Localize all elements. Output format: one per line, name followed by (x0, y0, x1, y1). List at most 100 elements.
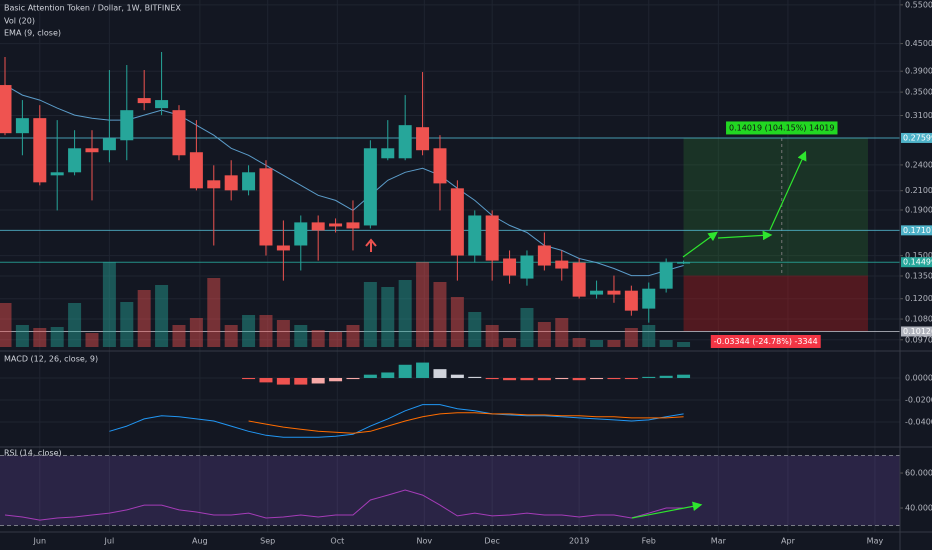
macd-histogram-bar (677, 374, 691, 378)
arrow (631, 501, 703, 519)
y-tick-label: 40.0000 (905, 504, 932, 513)
x-tick-label: Apr (781, 537, 796, 546)
y-tick-label: -0.0200 (905, 395, 932, 404)
volume-bar (15, 325, 29, 347)
macd-histogram-bar (555, 377, 569, 380)
volume-bar (85, 333, 99, 347)
profit-zone (683, 137, 868, 276)
volume-bar (363, 282, 377, 347)
volume-bar (624, 328, 638, 347)
candle-body (68, 148, 82, 173)
volume-bar (294, 325, 308, 347)
volume-bar (381, 287, 395, 347)
label-box (726, 121, 838, 135)
y-tick-label: 0.0000 (905, 373, 932, 382)
candle-body (433, 148, 447, 184)
price-label: 0.17101 (903, 226, 932, 235)
candle-body (450, 188, 464, 256)
volume-bar (450, 297, 464, 347)
macd-histogram-bar (294, 377, 308, 385)
candle-body (329, 223, 343, 227)
candle-body (485, 215, 499, 261)
candle-body (659, 262, 673, 289)
price-label: 0.14499 (903, 258, 932, 267)
macd-histogram-bar (624, 377, 638, 380)
arrow (682, 231, 718, 258)
macd-histogram-bar (311, 377, 325, 384)
candle-body (259, 168, 273, 246)
volume-bar (0, 303, 12, 347)
volume-bar (120, 302, 134, 347)
y-tick-label: 60.0000 (905, 469, 932, 478)
volume-bar (346, 325, 360, 347)
macd-histogram-bar (381, 372, 395, 378)
macd-histogram-bar (590, 377, 604, 380)
price-label: 0.10126 (903, 327, 932, 336)
candle-body (677, 262, 691, 264)
volume-bar (311, 330, 325, 347)
candle-body (346, 222, 360, 229)
volume-bar (485, 325, 499, 347)
ema-title: EMA (9, close) (4, 29, 61, 38)
volume-bar (155, 285, 169, 347)
candle-body (363, 148, 377, 226)
candle-body (607, 290, 621, 295)
x-tick-label: Jun (33, 537, 47, 546)
price-label-box (901, 257, 932, 268)
loss-zone (683, 275, 868, 332)
candle-body (15, 118, 29, 134)
candle-body (102, 138, 116, 151)
macd-histogram-bar (276, 377, 290, 385)
candle-body (572, 262, 586, 297)
candle-body (137, 98, 151, 104)
volume-bar (102, 262, 116, 347)
volume-bar (503, 338, 517, 347)
macd-histogram-bar (659, 375, 673, 378)
volume-bar (242, 315, 256, 347)
macd-histogram-bar (398, 364, 412, 378)
volume-bar (207, 278, 221, 347)
x-tick-label: Feb (642, 537, 656, 546)
volume-bar (659, 340, 673, 347)
x-tick-label: Nov (416, 537, 432, 546)
x-tick-label: Jul (104, 537, 115, 546)
x-tick-label: 2019 (569, 537, 589, 546)
macd-histogram-bar (259, 377, 273, 383)
volume-bar (259, 315, 273, 347)
macd-histogram-bar (503, 377, 517, 381)
macd-histogram-bar (450, 374, 464, 378)
macd-histogram-bar (607, 377, 621, 380)
macd-histogram-bar (242, 377, 256, 380)
chart-title: Basic Attention Token / Dollar, 1W, BITF… (4, 4, 181, 13)
volume-bar (537, 322, 551, 347)
volume-bar (433, 282, 447, 347)
candle-body (537, 245, 551, 266)
volume-bar (555, 318, 569, 347)
macd-histogram-bar (537, 377, 551, 381)
candle-body (468, 215, 482, 256)
candle-body (33, 118, 47, 183)
volume-bar (468, 312, 482, 347)
candle-body (520, 255, 534, 279)
volume-bar (607, 340, 621, 347)
volume-bar (172, 325, 186, 347)
candle-body (416, 127, 430, 151)
x-tick-label: Mar (711, 537, 727, 546)
candle-body (0, 85, 12, 134)
price-label-box (901, 225, 932, 236)
macd-histogram-bar (363, 374, 377, 378)
macd-histogram-bar (485, 377, 499, 380)
volume-bar (398, 280, 412, 347)
x-tick-label: Sep (260, 537, 275, 546)
volume-bar (677, 342, 691, 347)
macd-line (109, 404, 684, 438)
